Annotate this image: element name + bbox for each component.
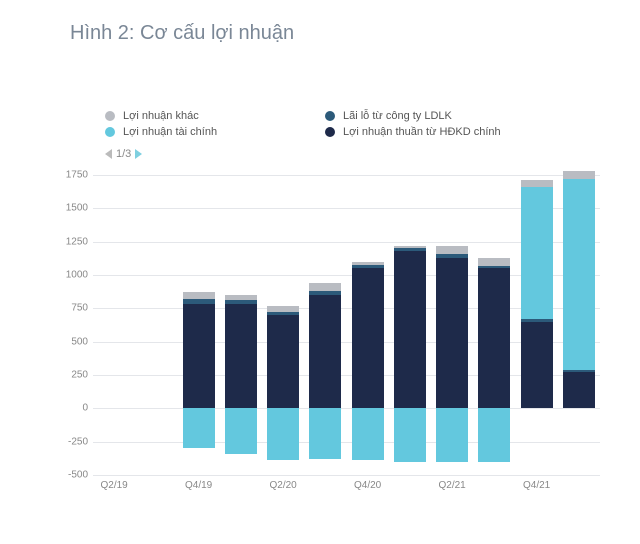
legend-label: Lãi lỗ từ công ty LDLK: [343, 110, 452, 122]
legend-item: Lợi nhuận tài chính: [105, 126, 285, 138]
bar-segment: [521, 322, 553, 409]
bar-segment: [309, 291, 341, 295]
legend-swatch: [105, 127, 115, 137]
legend-swatch: [325, 127, 335, 137]
bar-segment: [225, 300, 257, 304]
bar-segment: [225, 295, 257, 300]
y-tick-label: 1750: [66, 170, 88, 181]
bar-segment: [394, 248, 426, 251]
bar-group: [394, 175, 426, 475]
bar-group: [183, 175, 215, 475]
bar-group: [267, 175, 299, 475]
bar-segment: [478, 268, 510, 408]
bar-segment: [394, 246, 426, 248]
bar-segment: [478, 266, 510, 269]
chevron-left-icon[interactable]: [105, 149, 112, 159]
x-tick-label: Q2/19: [101, 480, 128, 491]
legend-label: Lợi nhuận thuần từ HĐKD chính: [343, 126, 501, 138]
legend-swatch: [105, 111, 115, 121]
bar-segment: [267, 315, 299, 408]
bar-segment: [521, 187, 553, 319]
bar-segment: [183, 299, 215, 304]
y-tick-label: 1000: [66, 270, 88, 281]
bar-group: [309, 175, 341, 475]
plot-area: -500-25002505007501000125015001750Q2/19Q…: [93, 175, 600, 475]
bar-segment: [225, 304, 257, 408]
bar-group: [140, 175, 172, 475]
bar-segment: [563, 179, 595, 370]
legend-item: Lợi nhuận khác: [105, 110, 285, 122]
bar-segment: [309, 283, 341, 291]
x-tick-label: Q2/20: [270, 480, 297, 491]
x-tick-label: Q4/19: [185, 480, 212, 491]
bar-group: [563, 175, 595, 475]
bar-segment: [352, 265, 384, 268]
legend-item: Lợi nhuận thuần từ HĐKD chính: [325, 126, 505, 138]
bar-segment: [352, 262, 384, 265]
bar-group: [352, 175, 384, 475]
chart-title: Hình 2: Cơ cấu lợi nhuận: [70, 22, 294, 45]
bar-segment: [267, 408, 299, 460]
y-tick-label: 750: [71, 303, 88, 314]
bar-segment: [563, 372, 595, 408]
bar-segment: [183, 304, 215, 408]
profit-structure-chart: -500-25002505007501000125015001750Q2/19Q…: [55, 175, 600, 505]
bar-group: [478, 175, 510, 475]
y-tick-label: 0: [82, 403, 88, 414]
y-tick-label: 250: [71, 370, 88, 381]
x-tick-label: Q4/21: [523, 480, 550, 491]
legend-label: Lợi nhuận khác: [123, 110, 199, 122]
gridline: [93, 475, 600, 476]
bar-segment: [267, 306, 299, 311]
legend-item: Lãi lỗ từ công ty LDLK: [325, 110, 505, 122]
bar-segment: [394, 408, 426, 461]
bar-segment: [352, 268, 384, 408]
y-tick-label: 500: [71, 336, 88, 347]
bar-segment: [436, 254, 468, 258]
bar-segment: [183, 292, 215, 299]
bar-segment: [521, 180, 553, 187]
bar-segment: [267, 312, 299, 315]
legend: Lợi nhuận khác Lãi lỗ từ công ty LDLK Lợ…: [105, 110, 505, 142]
bar-segment: [225, 408, 257, 453]
y-tick-label: 1500: [66, 203, 88, 214]
chevron-right-icon[interactable]: [135, 149, 142, 159]
bar-segment: [436, 258, 468, 409]
x-tick-label: Q4/20: [354, 480, 381, 491]
bar-segment: [394, 251, 426, 408]
y-tick-label: -250: [68, 436, 88, 447]
bar-segment: [478, 408, 510, 461]
legend-swatch: [325, 111, 335, 121]
bar-segment: [436, 246, 468, 254]
bar-group: [225, 175, 257, 475]
x-tick-label: Q2/21: [439, 480, 466, 491]
legend-pager[interactable]: 1/3: [105, 148, 142, 160]
bar-segment: [563, 171, 595, 179]
bar-segment: [309, 295, 341, 408]
bar-segment: [352, 408, 384, 460]
y-tick-label: -500: [68, 470, 88, 481]
bar-segment: [183, 408, 215, 448]
bar-segment: [309, 408, 341, 459]
bar-segment: [478, 258, 510, 266]
bar-segment: [436, 408, 468, 461]
y-tick-label: 1250: [66, 236, 88, 247]
bar-segment: [563, 370, 595, 373]
legend-label: Lợi nhuận tài chính: [123, 126, 217, 138]
bar-group: [98, 175, 130, 475]
bar-group: [521, 175, 553, 475]
bar-segment: [521, 319, 553, 322]
pager-text: 1/3: [116, 148, 131, 160]
bar-group: [436, 175, 468, 475]
